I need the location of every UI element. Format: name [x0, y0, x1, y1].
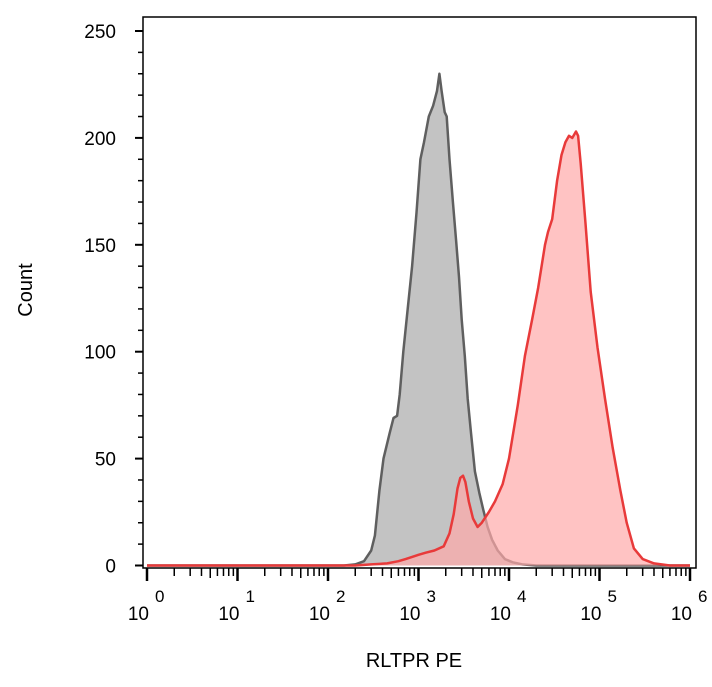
series-2-area	[147, 131, 690, 566]
x-tick-label: 10	[218, 604, 239, 625]
y-tick-label: 250	[84, 22, 116, 43]
y-tick-label: 0	[105, 557, 116, 578]
series-1-area	[147, 73, 690, 566]
x-tick-exponent: 2	[336, 587, 345, 606]
x-tick-exponent: 6	[698, 587, 707, 606]
x-tick-label: 10	[399, 604, 420, 625]
x-axis-title: RLTPR PE	[366, 650, 462, 672]
x-tick-label: 10	[671, 604, 692, 625]
x-tick-label: 10	[128, 604, 149, 625]
x-tick-exponent: 1	[246, 587, 255, 606]
series-layer	[147, 72, 690, 567]
x-tick-label: 10	[580, 604, 601, 625]
x-tick-exponent: 0	[155, 587, 164, 606]
x-tick-label: 10	[309, 604, 330, 625]
x-tick-exponent: 3	[427, 587, 436, 606]
y-axis: 0 50 100 150 200 250	[84, 22, 143, 578]
y-tick-label: 100	[84, 343, 116, 364]
y-tick-label: 150	[84, 236, 116, 257]
x-tick-exponent: 5	[608, 587, 617, 606]
y-tick-label: 200	[84, 129, 116, 150]
x-tick-label: 10	[490, 604, 511, 625]
series-2-line	[147, 130, 690, 567]
y-axis-title: Count	[15, 263, 37, 317]
x-tick-exponent: 4	[517, 587, 526, 606]
y-tick-label: 50	[95, 450, 116, 471]
x-axis: 10 0 10 1 10 2 10 3 10 4 10 5 10 6	[128, 568, 707, 625]
